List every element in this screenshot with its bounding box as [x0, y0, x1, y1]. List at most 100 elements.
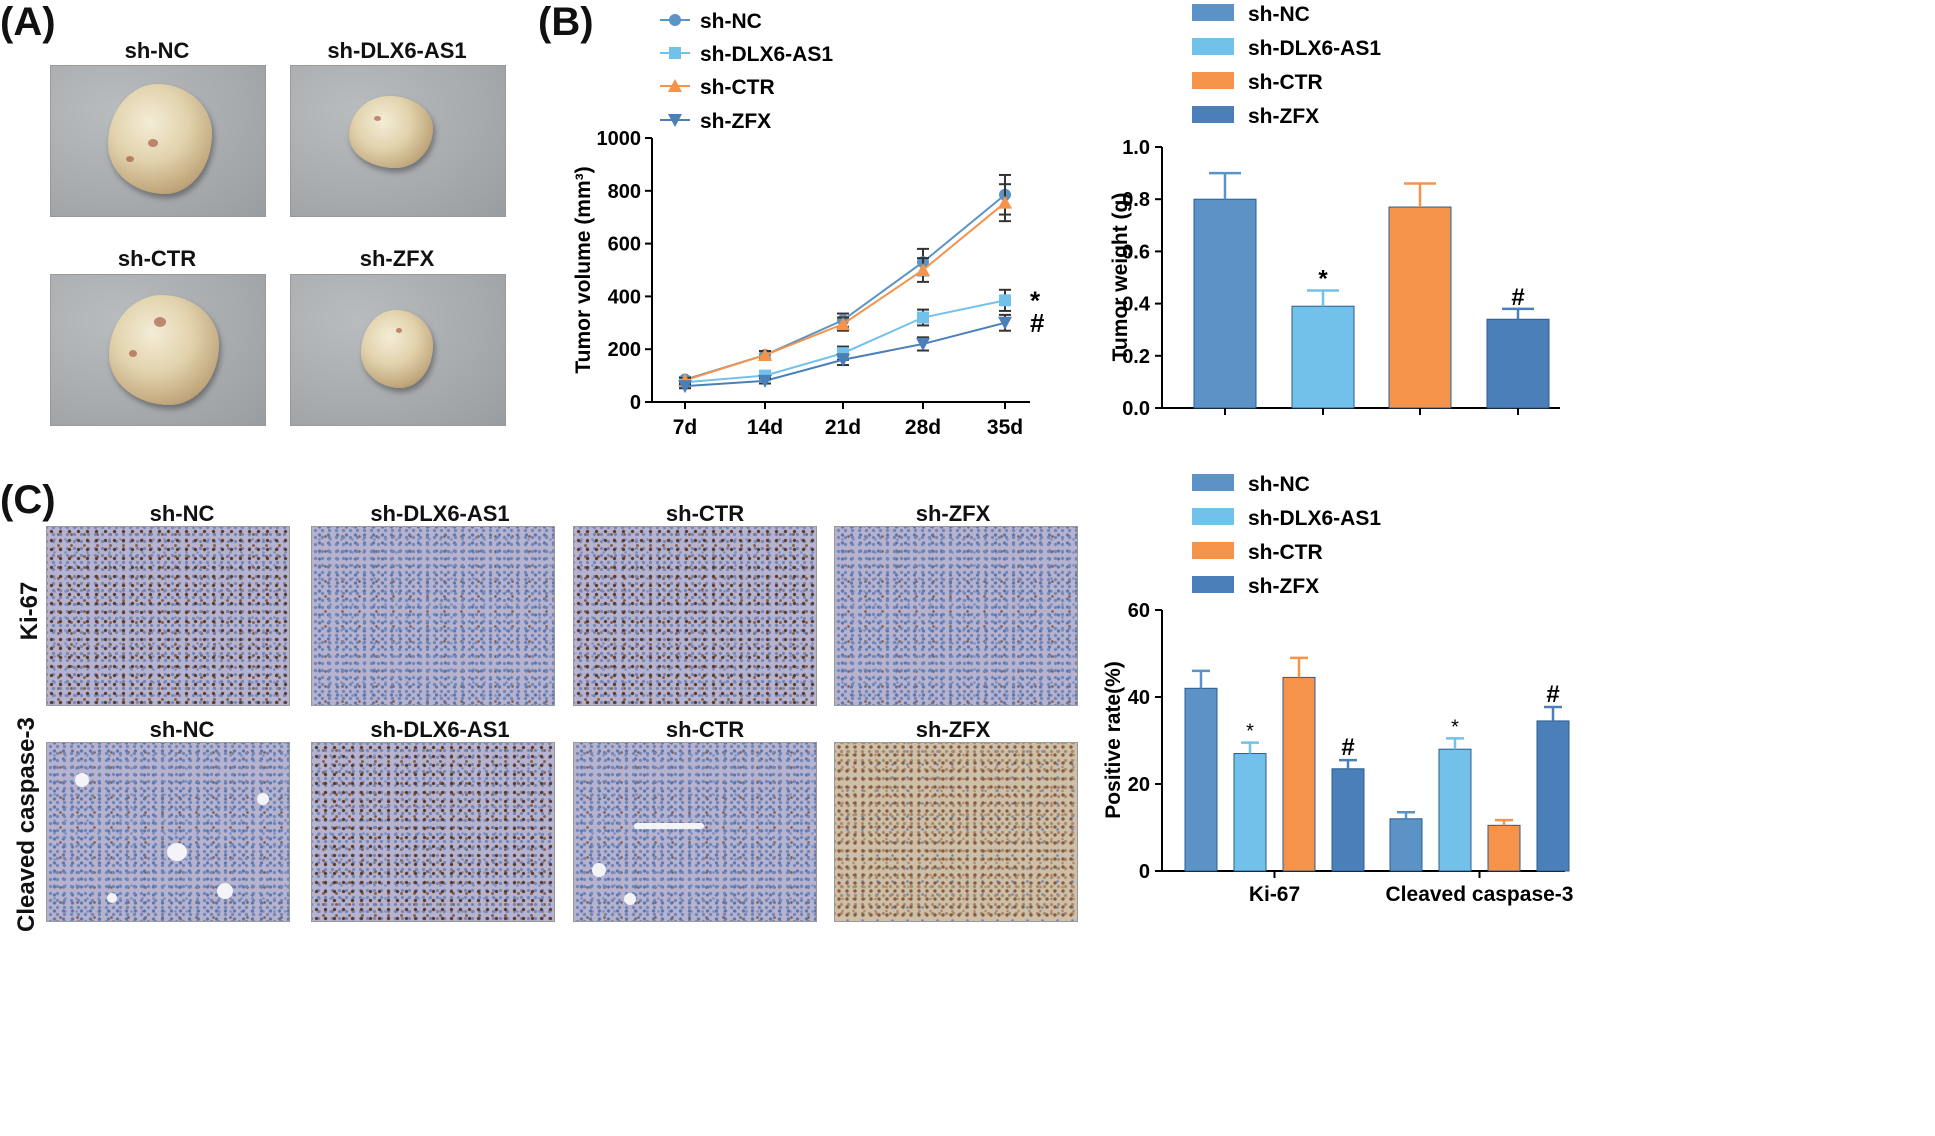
bar-cleaved-caspase-3-sh-zfx — [1536, 720, 1570, 872]
bar-ki-67-sh-ctr — [1282, 676, 1316, 872]
x-tick-label: Cleaved caspase-3 — [1386, 883, 1574, 906]
tumor-photo-label: sh-ZFX — [359, 246, 435, 271]
legend-swatch-sh-zfx — [1192, 576, 1234, 593]
y-tick-label: 400 — [608, 286, 641, 308]
legend-label: sh-NC — [1248, 3, 1310, 26]
panel-label-b: (B) — [538, 0, 594, 44]
legend-swatch-sh-ctr — [1192, 72, 1234, 89]
ihc-column-label: sh-CTR — [665, 501, 745, 526]
y-tick-label: 60 — [1128, 600, 1150, 622]
bar-cleaved-caspase-3-sh-nc — [1389, 818, 1423, 872]
line-legend: sh-NC sh-DLX6-AS1 sh-CTR sh-ZFX — [660, 10, 833, 133]
ihc-image-caspase3-sh-dlx6-as1 — [311, 742, 555, 922]
x-tick-label: Ki-67 — [1249, 883, 1300, 906]
legend-label: sh-CTR — [700, 76, 775, 99]
legend-label: sh-CTR — [1248, 71, 1323, 94]
legend-label: sh-ZFX — [700, 110, 771, 133]
y-tick-label: 0.4 — [1122, 294, 1151, 316]
y-axis-label: Positive rate(%) — [1102, 661, 1125, 819]
y-tick-label: 800 — [608, 181, 641, 203]
y-tick-label: 1000 — [597, 128, 642, 150]
legend-label: sh-ZFX — [1248, 575, 1319, 598]
y-tick-label: 1.0 — [1122, 137, 1150, 159]
legend-label: sh-DLX6-AS1 — [700, 43, 833, 66]
x-tick-label: 14d — [747, 416, 783, 439]
legend-label: sh-DLX6-AS1 — [1248, 37, 1381, 60]
y-axis-label: Tumor weight (g) — [1109, 193, 1132, 362]
legend-swatch-sh-ctr — [1192, 542, 1234, 559]
legend-label: sh-CTR — [1248, 541, 1323, 564]
panel-label-c: (C) — [0, 478, 56, 522]
legend-label: sh-DLX6-AS1 — [1248, 507, 1381, 530]
data-point-sh-zfx — [758, 374, 772, 388]
y-tick-label: 40 — [1128, 687, 1150, 709]
ihc-image-ki67-sh-dlx6-as1 — [311, 526, 555, 706]
data-point-sh-ctr — [998, 195, 1012, 209]
bar-cleaved-caspase-3-sh-dlx6-as1 — [1438, 748, 1472, 872]
ihc-column-label: sh-DLX6-AS1 — [370, 501, 510, 526]
legend-marker-sh-dlx6-as1 — [669, 47, 681, 59]
x-tick-label: 28d — [905, 416, 941, 439]
significance-marker: # — [1546, 681, 1559, 708]
legend-label: sh-NC — [700, 10, 762, 33]
significance-marker: * — [1451, 716, 1459, 738]
y-tick-label: 20 — [1128, 774, 1150, 796]
significance-marker: # — [1030, 308, 1045, 338]
legend-swatch-sh-zfx — [1192, 106, 1234, 123]
tumor-volume-line-chart: sh-NC sh-DLX6-AS1 sh-CTR sh-ZFX 0 200 400 6… — [572, 10, 1045, 439]
data-point-sh-zfx — [836, 353, 850, 367]
data-point-sh-zfx — [998, 316, 1012, 330]
data-point-sh-ctr — [836, 317, 850, 331]
legend-marker-sh-ctr — [668, 79, 682, 92]
tumor-photo-label: sh-DLX6-AS1 — [327, 38, 467, 63]
data-point-sh-dlx6-as1 — [999, 294, 1011, 307]
y-tick-label: 0.6 — [1122, 241, 1150, 263]
tumor-photo-sh-nc — [50, 65, 266, 217]
legend-marker-sh-zfx — [668, 114, 682, 127]
data-point-sh-ctr — [758, 348, 772, 362]
ihc-column-label: sh-ZFX — [915, 717, 991, 742]
ihc-column-label: sh-DLX6-AS1 — [370, 717, 510, 742]
significance-marker: * — [1030, 285, 1041, 315]
tumor-photo-sh-dlx6-as1 — [290, 65, 506, 217]
bar-ki-67-sh-dlx6-as1 — [1233, 753, 1267, 872]
data-point-sh-zfx — [916, 337, 930, 351]
bar-cleaved-caspase-3-sh-ctr — [1487, 824, 1521, 872]
significance-marker: * — [1318, 266, 1328, 293]
legend-swatch-sh-dlx6-as1 — [1192, 508, 1234, 525]
legend-marker-sh-nc — [669, 14, 681, 26]
bar-sh-zfx — [1486, 318, 1550, 409]
y-tick-label: 0.8 — [1122, 189, 1150, 211]
significance-marker: # — [1341, 734, 1354, 761]
positive-rate-bar-chart: sh-NC sh-DLX6-AS1 sh-CTR sh-ZFX 0 20 40 60 * # *… — [1102, 473, 1574, 906]
ihc-column-label: sh-NC — [149, 717, 215, 742]
panel-label-a: (A) — [0, 0, 56, 44]
ihc-column-label: sh-CTR — [665, 717, 745, 742]
x-tick-label: 7d — [673, 416, 698, 439]
y-tick-label: 0 — [630, 392, 641, 414]
ihc-image-caspase3-sh-zfx — [834, 742, 1078, 922]
legend-swatch-sh-nc — [1192, 4, 1234, 21]
data-point-sh-ctr — [916, 263, 930, 276]
y-tick-label: 200 — [608, 339, 641, 361]
ihc-image-caspase3-sh-ctr — [573, 742, 817, 922]
bar-sh-ctr — [1388, 206, 1452, 409]
bar-sh-dlx6-as1 — [1291, 305, 1355, 409]
tumor-photo-sh-ctr — [50, 274, 266, 426]
legend-label: sh-NC — [1248, 473, 1310, 496]
bar-ki-67-sh-nc — [1184, 687, 1218, 872]
ihc-image-caspase3-sh-nc — [46, 742, 290, 922]
legend-swatch-sh-dlx6-as1 — [1192, 38, 1234, 55]
ihc-image-ki67-sh-ctr — [573, 526, 817, 706]
tumor-weight-bar-chart: sh-NC sh-DLX6-AS1 sh-CTR sh-ZFX 0.0 0.2 0.4 0.… — [1109, 3, 1560, 420]
legend-swatch-sh-nc — [1192, 474, 1234, 491]
tumor-photo-sh-zfx — [290, 274, 506, 426]
legend-label: sh-ZFX — [1248, 105, 1319, 128]
data-point-sh-zfx — [678, 380, 692, 394]
x-tick-label: 35d — [987, 416, 1023, 439]
tumor-photo-label: sh-CTR — [117, 246, 197, 271]
y-tick-label: 0.0 — [1122, 398, 1150, 420]
y-tick-label: 0 — [1139, 861, 1150, 883]
ihc-column-label: sh-ZFX — [915, 501, 991, 526]
y-tick-label: 0.2 — [1122, 346, 1150, 368]
